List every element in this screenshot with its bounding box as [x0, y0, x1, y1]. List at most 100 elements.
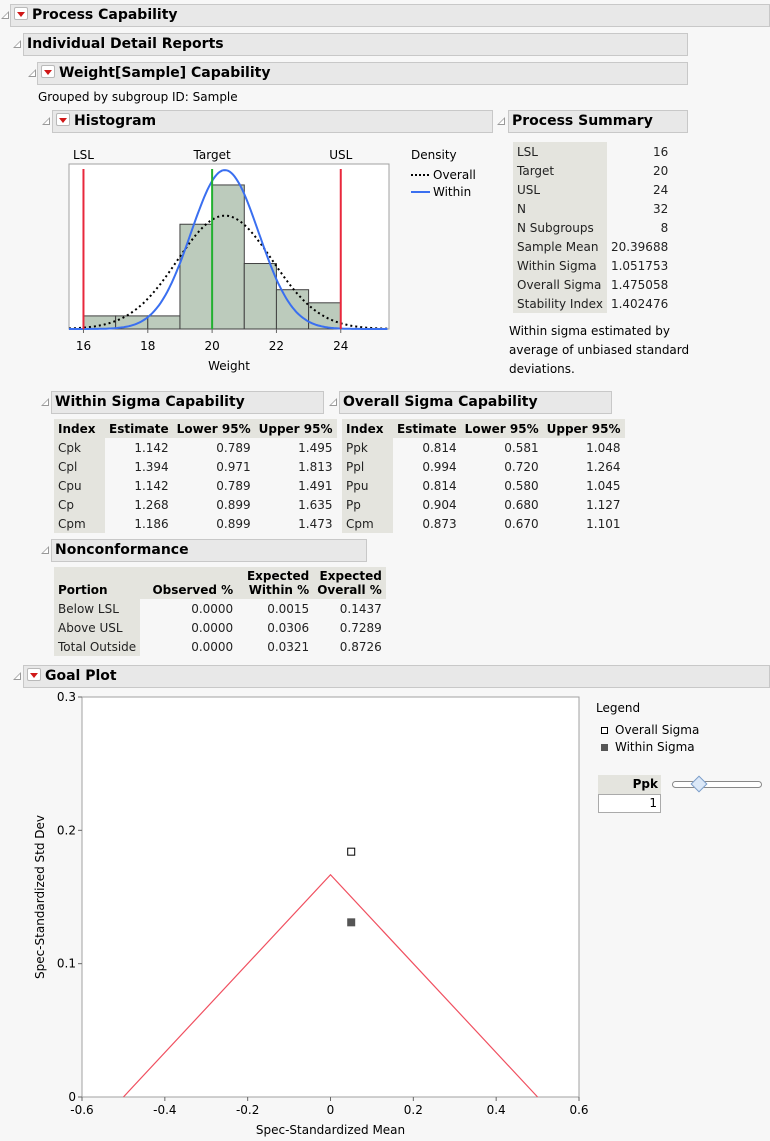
process-summary-table: LSL 16 Target 20 USL 24 N 32 N Subgroups 8 Sample …	[513, 142, 672, 313]
red-triangle-menu-icon[interactable]	[14, 6, 28, 20]
cell-value: 0.971	[216, 459, 251, 474]
row-label: Cpm	[342, 514, 393, 533]
note-line: deviations.	[509, 362, 575, 376]
ppk-label: Ppk	[598, 775, 661, 794]
summary-row: N Subgroups 8	[513, 218, 672, 237]
individual-detail-reports-header[interactable]: Individual Detail Reports	[23, 33, 688, 56]
summary-row: N 32	[513, 199, 672, 218]
x-axis-label: Spec-Standardized Mean	[256, 1123, 405, 1137]
header-title: Process Summary	[512, 113, 653, 129]
histogram-bar	[179, 223, 213, 330]
cell-value: 0.789	[216, 478, 251, 493]
cell-value: 1.394	[134, 459, 169, 474]
cell-value: 0.581	[504, 440, 539, 455]
density-curve-within	[69, 169, 388, 330]
histogram-bar	[147, 315, 181, 330]
cell-value: 0.0000	[191, 601, 234, 616]
summary-label: Target	[513, 161, 607, 180]
overall-sigma-header[interactable]: Overall Sigma Capability	[339, 391, 612, 414]
column-header: Upper 95%	[254, 419, 337, 438]
summary-label: N Subgroups	[513, 218, 607, 237]
summary-value: 8	[660, 220, 669, 235]
row-label: Total Outside	[54, 637, 141, 656]
histogram-bar	[275, 289, 310, 330]
ppk-slider[interactable]	[672, 781, 762, 788]
point-within-sigma	[347, 918, 356, 927]
table-row: Cpm 1.186 0.899 1.473	[54, 514, 337, 533]
y-tick-label: 0.2	[57, 823, 76, 837]
disclosure-icon[interactable]	[41, 546, 49, 554]
ppk-input[interactable]: 1	[598, 794, 661, 813]
legend-title: Density	[411, 148, 457, 162]
legend-within-sigma[interactable]: Within Sigma	[615, 740, 695, 754]
legend-overall-sigma[interactable]: Overall Sigma	[615, 723, 700, 737]
disclosure-icon[interactable]	[1, 11, 9, 19]
cell-value: 1.495	[298, 440, 333, 455]
disclosure-icon[interactable]	[497, 117, 505, 125]
header-title: Within Sigma Capability	[55, 394, 245, 410]
cell-value: 0.8726	[339, 639, 382, 654]
cell-value: 0.580	[504, 478, 539, 493]
within-sigma-table: Index Estimate Lower 95% Upper 95% Cpk 1.142 0…	[54, 419, 337, 533]
y-axis-label: Spec-Standardized Std Dev	[33, 815, 47, 979]
summary-label: LSL	[513, 142, 607, 161]
disclosure-icon[interactable]	[13, 672, 21, 680]
red-triangle-menu-icon[interactable]	[41, 64, 55, 78]
cell-value: 0.0015	[267, 601, 310, 616]
column-header: Estimate	[105, 419, 173, 438]
disclosure-icon[interactable]	[329, 398, 337, 406]
cell-value: 1.142	[134, 478, 169, 493]
summary-value: 24	[652, 182, 669, 197]
cell-value: 0.814	[422, 440, 457, 455]
goal-plot-header[interactable]: Goal Plot	[23, 665, 770, 688]
slider-thumb[interactable]	[690, 775, 708, 793]
cell-value: 0.0000	[191, 620, 234, 635]
summary-label: Sample Mean	[513, 237, 607, 256]
process-capability-header[interactable]: Process Capability	[10, 4, 770, 27]
histogram-chart: LSL Target USL 16 18 20 22 24 Weight Density Overa…	[68, 148, 476, 373]
within-sigma-header[interactable]: Within Sigma Capability	[51, 391, 324, 414]
table-row: Pp 0.904 0.680 1.127	[342, 495, 625, 514]
header-title: Nonconformance	[55, 542, 189, 558]
row-label: Pp	[342, 495, 393, 514]
open-square-icon	[601, 727, 608, 734]
row-label: Cp	[54, 495, 105, 514]
cell-value: 1.635	[298, 497, 333, 512]
disclosure-icon[interactable]	[28, 69, 36, 77]
ppk-goal-line	[122, 873, 539, 1098]
cell-value: 1.101	[586, 516, 621, 531]
cell-value: 0.0321	[267, 639, 310, 654]
disclosure-icon[interactable]	[13, 40, 21, 48]
summary-label: USL	[513, 180, 607, 199]
column-header-line: Expected	[319, 569, 382, 583]
cell-value: 0.7289	[339, 620, 382, 635]
disclosure-icon[interactable]	[42, 117, 50, 125]
header-title: Overall Sigma Capability	[343, 394, 538, 410]
header-title: Goal Plot	[45, 668, 117, 684]
summary-value: 1.475058	[610, 277, 669, 292]
summary-row: Stability Index 1.402476	[513, 294, 672, 313]
cell-value: 0.899	[216, 497, 251, 512]
header-row: Index Estimate Lower 95% Upper 95%	[342, 419, 625, 438]
histogram-header[interactable]: Histogram	[52, 110, 493, 133]
cell-value: 1.045	[586, 478, 621, 493]
cell-value: 1.491	[298, 478, 333, 493]
summary-row: Overall Sigma 1.475058	[513, 275, 672, 294]
cell-value: 0.994	[422, 459, 457, 474]
row-label: Below LSL	[54, 599, 141, 618]
weight-capability-header[interactable]: Weight[Sample] Capability	[37, 62, 688, 85]
column-header: Upper 95%	[542, 419, 625, 438]
overall-sigma-table: Index Estimate Lower 95% Upper 95% Ppk 0.814 0…	[342, 419, 625, 533]
summary-label: Stability Index	[513, 294, 607, 313]
column-header-line: Overall %	[317, 583, 382, 597]
column-header: Index	[342, 419, 393, 438]
process-summary-header[interactable]: Process Summary	[508, 110, 688, 133]
disclosure-icon[interactable]	[41, 398, 49, 406]
column-header: Observed %	[140, 567, 238, 599]
column-header-line: Within %	[248, 583, 310, 597]
table-row: Above USL 0.0000 0.0306 0.7289	[54, 618, 386, 637]
red-triangle-menu-icon[interactable]	[27, 667, 41, 681]
nonconformance-header[interactable]: Nonconformance	[51, 539, 367, 562]
note-line: Within sigma estimated by	[509, 324, 671, 338]
red-triangle-menu-icon[interactable]	[56, 112, 70, 126]
